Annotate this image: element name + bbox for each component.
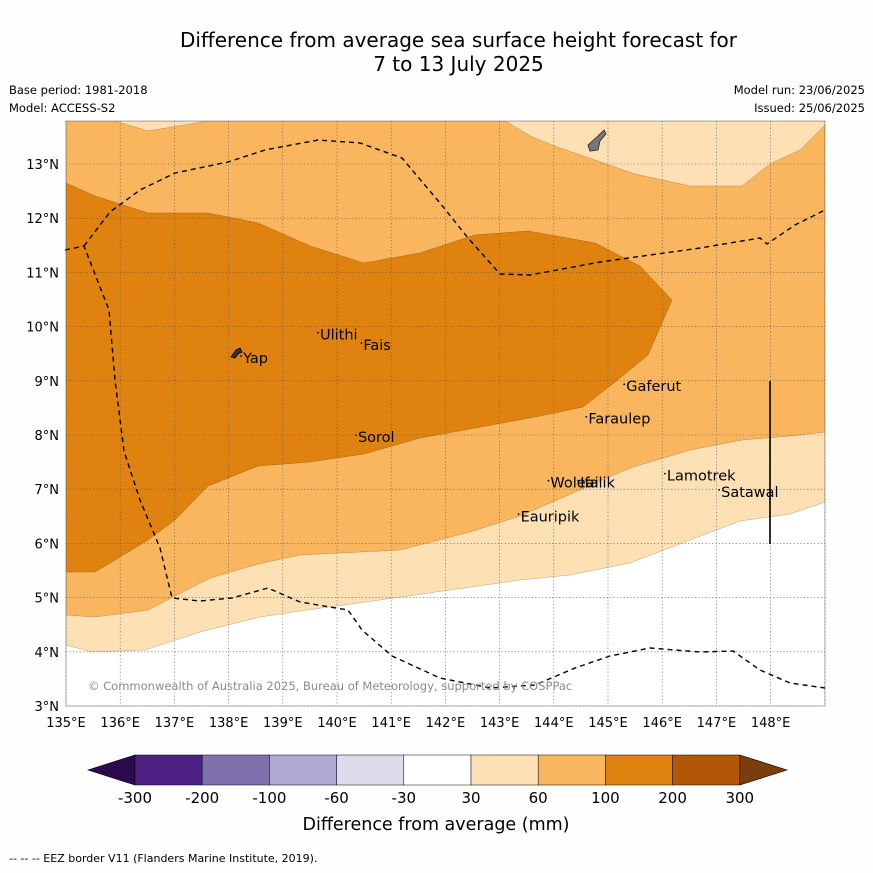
place-label-faraulep: Faraulep xyxy=(588,412,650,428)
lat-tick-label: 13°N xyxy=(26,158,59,173)
place-marker xyxy=(585,415,588,418)
eez-border-north xyxy=(83,139,826,276)
place-marker xyxy=(577,479,580,482)
colorbar-tick-labels: -300 -200 -100 -60 -30 30 60 100 200 300 xyxy=(118,789,754,807)
lat-tick-label: 4°N xyxy=(35,646,60,661)
lon-tick-label: 135°E xyxy=(46,716,86,731)
map-frame xyxy=(65,120,826,707)
eez-footnote: -- -- -- EEZ border V11 (Flanders Marine… xyxy=(9,852,318,865)
place-label-lamotrek: Lamotrek xyxy=(667,469,736,485)
place-label-eauripik: Eauripik xyxy=(521,509,580,525)
model-name: Model: ACCESS-S2 xyxy=(9,101,116,115)
place-label-yap: Yap xyxy=(242,351,268,367)
colorbar-segment xyxy=(672,754,741,786)
lon-tick-label: 147°E xyxy=(697,716,737,731)
copyright-notice: © Commonwealth of Australia 2025, Bureau… xyxy=(88,679,572,693)
colorbar-tick-label: -30 xyxy=(392,789,417,807)
meta-left: Base period: 1981-2018 Model: ACCESS-S2 xyxy=(9,81,148,117)
eez-border xyxy=(64,139,826,689)
place-label-ulithi: Ulithi xyxy=(320,328,358,344)
place-marker xyxy=(517,513,520,516)
colorbar-segment xyxy=(537,754,606,786)
title-line-1: Difference from average sea surface heig… xyxy=(179,28,738,52)
guam-island-shape xyxy=(587,129,607,152)
meta-right: Model run: 23/06/2025 Issued: 25/06/2025 xyxy=(734,81,865,117)
colorbar-tick-label: -100 xyxy=(252,789,286,807)
lon-tick-label: 139°E xyxy=(263,716,303,731)
lon-tick-label: 148°E xyxy=(751,716,791,731)
place-marker xyxy=(718,489,721,491)
lon-tick-label: 138°E xyxy=(209,716,249,731)
lon-tick-label: 145°E xyxy=(588,716,628,731)
model-run: Model run: 23/06/2025 xyxy=(733,83,865,97)
colorbar-segment xyxy=(201,754,270,786)
colorbar-tick-label: 60 xyxy=(529,789,548,807)
colorbar-title: Difference from average (mm) xyxy=(302,815,569,835)
place-label-fais: Fais xyxy=(363,338,390,354)
lat-tick-label: 11°N xyxy=(26,266,59,281)
lat-tick-label: 8°N xyxy=(35,429,60,444)
colorbar-segment xyxy=(470,754,539,786)
latitude-tick-labels: 3°N 4°N 5°N 6°N 7°N 8°N 9°N 10°N 11°N 12°N 13°N xyxy=(26,158,59,715)
lat-tick-label: 9°N xyxy=(35,375,60,390)
map-title: Difference from average sea surface heig… xyxy=(0,28,873,76)
place-marker xyxy=(664,472,666,475)
place-label-gaferut: Gaferut xyxy=(626,379,681,395)
lat-tick-label: 6°N xyxy=(35,537,60,552)
lon-tick-label: 143°E xyxy=(480,716,520,731)
place-marker xyxy=(317,331,319,334)
place-labels: Yap Ulithi Fais Sorol Gaferut Faraulep WoleaiI… xyxy=(240,328,779,525)
place-marker xyxy=(240,355,242,357)
colorbar-segment xyxy=(403,754,472,786)
colorbar-segment xyxy=(605,754,673,786)
place-marker xyxy=(623,383,626,386)
lat-tick-label: 3°N xyxy=(35,700,60,715)
colorbar-tick-label: 100 xyxy=(591,789,620,807)
colorbar-tick-label: -300 xyxy=(118,789,152,807)
lon-tick-label: 137°E xyxy=(155,716,195,731)
place-label-sorol: Sorol xyxy=(358,430,395,446)
title-line-2: 7 to 13 July 2025 xyxy=(373,52,544,76)
issued-date: Issued: 25/06/2025 xyxy=(754,101,865,115)
colorbar xyxy=(87,754,788,786)
lon-tick-label: 141°E xyxy=(371,716,411,731)
longitude-tick-labels: 135°E 136°E 137°E 138°E 139°E 140°E 141°E 142°E… xyxy=(46,716,790,731)
colorbar-high-extend xyxy=(739,754,788,786)
place-marker xyxy=(355,434,357,437)
lon-tick-label: 144°E xyxy=(534,716,574,731)
colorbar-tick-label: -200 xyxy=(185,789,219,807)
base-period: Base period: 1981-2018 xyxy=(9,83,148,97)
place-label-satawal: Satawal xyxy=(721,485,778,501)
colorbar-tick-label: 300 xyxy=(725,789,754,807)
lon-tick-label: 136°E xyxy=(100,716,140,731)
place-marker xyxy=(360,342,363,344)
lat-tick-label: 12°N xyxy=(26,212,59,227)
lat-tick-label: 7°N xyxy=(35,483,60,498)
lat-tick-label: 10°N xyxy=(26,321,59,336)
place-label-ifalik: Ifalik xyxy=(580,476,615,492)
lat-tick-label: 5°N xyxy=(35,592,60,607)
place-label-woleai: Woleai xyxy=(550,476,598,492)
yap-island-shape xyxy=(230,347,243,359)
colorbar-tick-label: 30 xyxy=(461,789,480,807)
lon-tick-label: 140°E xyxy=(317,716,357,731)
lon-tick-label: 142°E xyxy=(426,716,466,731)
colorbar-segment xyxy=(269,754,337,786)
eez-border-west xyxy=(64,245,826,689)
colorbar-segment xyxy=(134,754,203,786)
region-100-200 xyxy=(66,182,673,573)
colorbar-segment xyxy=(336,754,405,786)
place-marker xyxy=(547,479,550,482)
lon-tick-label: 146°E xyxy=(642,716,682,731)
colorbar-tick-label: 200 xyxy=(658,789,687,807)
colorbar-tick-label: -60 xyxy=(324,789,349,807)
colorbar-low-extend xyxy=(87,754,136,786)
